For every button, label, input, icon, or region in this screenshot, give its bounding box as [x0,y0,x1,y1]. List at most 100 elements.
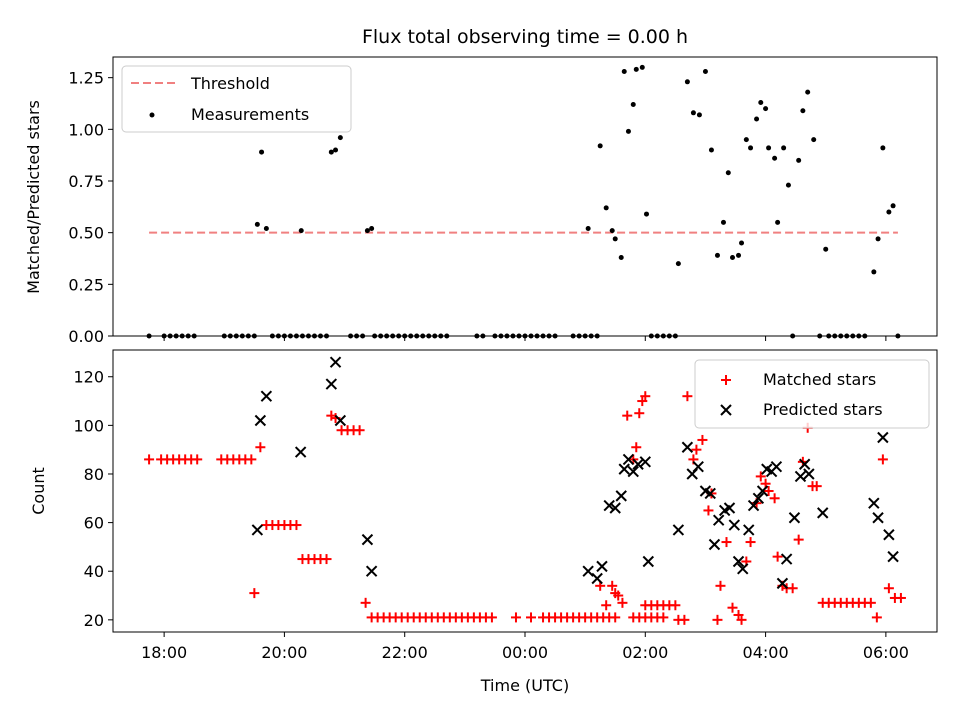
cross-b [627,465,639,478]
measurement-point [239,333,245,339]
bottom-y-tick-label: 40 [84,562,104,581]
measurement-point [293,333,299,339]
measurement-point [420,333,426,339]
measurement-point [546,333,552,339]
predicted-point [609,502,621,514]
measurement-point [414,333,420,339]
measurement-point [408,333,414,339]
measurement-point [643,211,649,217]
predicted-point [582,565,594,577]
measurement-point [333,147,339,153]
bottom-x-tick-label: 02:00 [622,643,668,662]
top-y-axis-label: Matched/Predicted stars [24,100,43,294]
matched-point [745,537,756,548]
measurement-point [838,333,844,339]
measurement-point [612,236,618,242]
measurement-point [444,333,450,339]
predicted-point [723,502,736,514]
cross-b [622,453,635,466]
cross-b [872,512,884,524]
bottom-x-tick-label: 04:00 [743,643,789,662]
measurement-point [269,333,275,339]
measurement-point [328,149,334,155]
predicted-point [743,524,755,536]
measurement-point [708,147,714,153]
matched-point [640,391,651,402]
cross-b [325,378,338,390]
measurement-point [758,99,764,105]
cross-b [732,555,745,568]
predicted-point [728,519,741,531]
matched-point [691,444,702,455]
measurement-point [850,333,856,339]
cross-b [743,524,755,536]
cross-b [798,458,811,470]
measurement-point [890,203,896,209]
measurement-point [660,333,666,339]
predicted-point [756,485,769,497]
measurement-point [748,145,754,151]
matched-point [755,471,766,482]
measurement-point [772,155,778,161]
matched-point [321,554,332,565]
cross-b [883,529,895,541]
bottom-legend-box [694,359,930,429]
cross-b [642,555,655,568]
measurement-point [348,333,354,339]
predicted-point [642,555,655,568]
predicted-point [251,524,264,536]
top-legend-box [121,65,352,133]
bottom-y-tick-label: 120 [73,368,104,387]
top-y-axis: 0.00 0.25 0.50 0.75 1.00 1.25 [68,69,113,346]
measurement-point [504,333,510,339]
measurement-point [763,106,769,112]
matched-point [634,408,645,419]
cross-b [877,431,889,444]
matched-point [811,481,822,492]
predicted-point [770,460,783,473]
predicted-point [883,529,895,541]
top-y-tick-label: 0.75 [68,172,104,191]
matched-point [679,614,690,625]
measurement-point [432,333,438,339]
top-y-tick-label: 0.25 [68,275,104,294]
predicted-point [334,414,347,427]
measurement-point [817,333,823,339]
cross-b [609,502,621,514]
matched-point [697,434,708,445]
bottom-y-axis-label: Count [29,467,48,515]
measurement-point [534,333,540,339]
cross-b [329,356,342,368]
legend-matched-label: Matched stars [763,370,876,389]
measurement-point [639,64,645,70]
measurement-point [318,333,324,339]
cross-b [887,550,899,563]
x-axis-label: Time (UTC) [480,676,569,695]
measurement-point [474,333,480,339]
predicted-point [798,458,811,470]
measurement-point [378,333,384,339]
predicted-point [877,431,889,444]
measurement-point [714,252,720,258]
predicted-point [817,507,829,519]
matched-point [631,442,642,453]
measurement-point [720,219,726,225]
measurement-point [603,205,609,211]
measurement-point [480,333,486,339]
predicted-point [329,356,342,368]
cross-b [681,441,694,453]
legend-measurements-swatch [149,112,155,118]
bottom-x-axis: 18:00 20:00 22:00 00:00 02:00 04:00 06:00 [141,632,909,662]
cross-b [776,577,789,590]
matched-point [727,602,738,613]
matched-point [883,583,894,594]
measurement-point [287,333,293,339]
matched-point [610,612,621,623]
measurement-point [299,333,305,339]
matched-point [658,612,669,623]
matched-point [255,442,266,453]
measurement-point [251,333,257,339]
measurement-point [576,333,582,339]
matched-point [613,590,624,601]
